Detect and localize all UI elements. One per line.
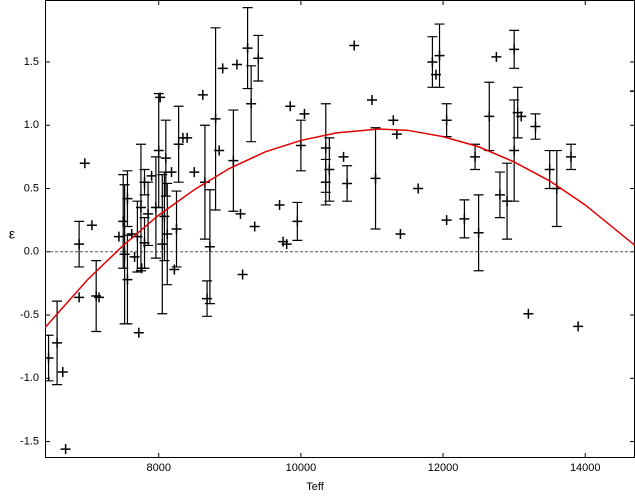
data-point xyxy=(45,353,54,364)
data-point xyxy=(388,115,399,126)
data-point xyxy=(299,108,310,119)
data-point xyxy=(214,145,225,156)
data-point xyxy=(516,111,527,122)
data-point xyxy=(370,173,381,184)
data-point xyxy=(157,239,168,250)
data-point xyxy=(143,208,154,219)
y-tick-label: 1.5 xyxy=(24,56,39,68)
data-point xyxy=(113,231,124,242)
data-point xyxy=(441,215,452,226)
data-point xyxy=(199,177,210,188)
data-point xyxy=(86,220,97,231)
data-point xyxy=(413,183,424,194)
data-point xyxy=(459,213,470,224)
data-point xyxy=(155,92,166,103)
data-point xyxy=(52,337,63,348)
data-point xyxy=(74,239,85,250)
data-point xyxy=(162,229,173,240)
data-point xyxy=(295,140,306,151)
data-point xyxy=(366,94,377,105)
data-point xyxy=(285,101,296,112)
data-point xyxy=(246,98,257,109)
data-point xyxy=(94,292,105,303)
data-point xyxy=(491,51,502,62)
data-point xyxy=(217,63,228,74)
fit-curve xyxy=(45,128,635,329)
data-point xyxy=(182,132,193,143)
data-point xyxy=(153,145,164,156)
data-point xyxy=(509,44,520,55)
data-point xyxy=(249,221,260,232)
y-tick-label: -1.0 xyxy=(20,372,39,384)
data-point xyxy=(523,308,534,319)
data-point xyxy=(395,229,406,240)
data-point xyxy=(470,151,481,162)
data-point xyxy=(79,158,90,169)
data-point xyxy=(173,139,184,150)
plot-frame xyxy=(45,0,635,458)
x-tick-label: 14000 xyxy=(570,462,601,474)
data-point xyxy=(60,444,71,455)
data-point xyxy=(292,216,303,227)
data-point xyxy=(544,164,555,175)
data-point xyxy=(169,264,180,275)
data-point xyxy=(197,89,208,100)
data-point xyxy=(57,366,68,377)
data-point xyxy=(253,53,264,64)
data-point xyxy=(171,224,182,234)
data-point xyxy=(566,151,577,162)
data-point xyxy=(237,269,248,280)
data-point xyxy=(242,43,253,54)
y-tick-label: -1.5 xyxy=(20,435,39,447)
data-point xyxy=(210,113,221,124)
data-point xyxy=(129,251,140,262)
data-point xyxy=(324,164,335,175)
data-point xyxy=(122,274,133,285)
data-point xyxy=(228,155,239,166)
x-tick-label: 8000 xyxy=(146,462,170,474)
data-point xyxy=(509,145,520,156)
plot-area xyxy=(45,6,635,455)
data-point xyxy=(473,227,484,238)
data-point xyxy=(118,216,129,227)
data-point xyxy=(119,249,130,260)
data-point xyxy=(166,167,177,178)
x-axis-label: Teff xyxy=(306,481,324,493)
data-point xyxy=(204,241,215,252)
data-point xyxy=(202,293,213,304)
data-point xyxy=(274,199,285,210)
data-point xyxy=(573,321,584,332)
data-point xyxy=(135,202,146,213)
y-tick-label: -0.5 xyxy=(20,309,39,321)
data-point xyxy=(160,153,171,164)
data-point xyxy=(235,208,246,219)
data-point xyxy=(189,167,200,178)
data-point xyxy=(122,193,133,204)
y-tick-label: 0.5 xyxy=(24,182,39,194)
data-point xyxy=(434,50,445,61)
data-point xyxy=(342,178,353,189)
data-point xyxy=(349,40,360,51)
data-point xyxy=(630,86,635,97)
data-point xyxy=(74,292,85,303)
data-point xyxy=(338,151,349,162)
data-point xyxy=(494,189,505,200)
data-point xyxy=(391,129,402,140)
data-point xyxy=(133,327,144,338)
data-point xyxy=(231,59,242,70)
x-tick-label: 12000 xyxy=(428,462,459,474)
data-point xyxy=(281,239,292,250)
data-point xyxy=(427,56,438,67)
data-point xyxy=(530,121,541,132)
data-point xyxy=(484,111,495,122)
data-point xyxy=(441,115,452,126)
data-point xyxy=(146,170,157,181)
y-tick-label: 0.0 xyxy=(24,246,39,258)
x-tick-label: 10000 xyxy=(286,462,317,474)
y-tick-label: 1.0 xyxy=(24,119,39,131)
y-axis-label: ε xyxy=(9,226,15,242)
